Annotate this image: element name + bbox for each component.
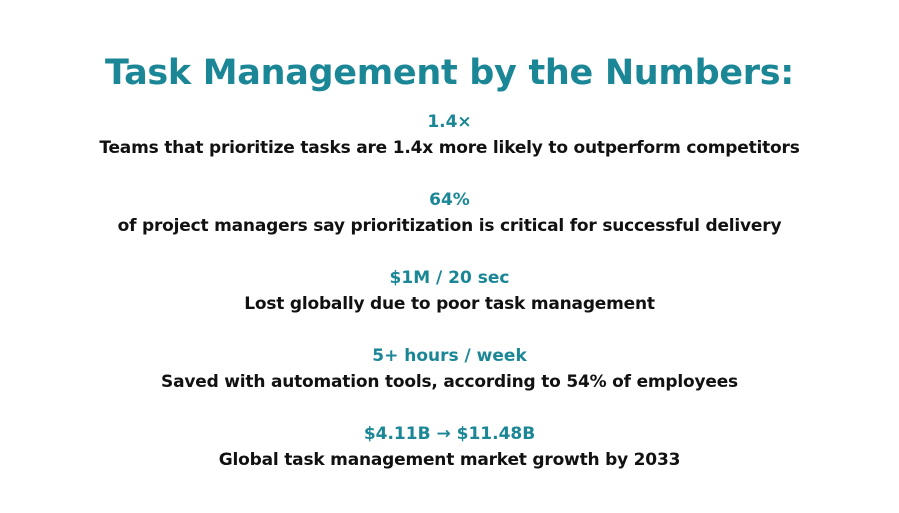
stats-list: 1.4× Teams that prioritize tasks are 1.4… [0, 109, 899, 499]
stat-item: $1M / 20 sec Lost globally due to poor t… [0, 265, 899, 343]
stat-value: 5+ hours / week [372, 346, 527, 366]
stat-description: Saved with automation tools, according t… [161, 372, 738, 392]
stat-value: 1.4× [427, 112, 472, 132]
page-title: Task Management by the Numbers: [105, 53, 794, 94]
stat-item: 64% of project managers say prioritizati… [0, 187, 899, 265]
stat-value: $4.11B → $11.48B [363, 424, 536, 444]
stat-description: of project managers say prioritization i… [117, 216, 782, 236]
stat-item: 1.4× Teams that prioritize tasks are 1.4… [0, 109, 899, 187]
stat-item: 5+ hours / week Saved with automation to… [0, 343, 899, 421]
stat-value: 64% [429, 190, 470, 210]
stat-description: Lost globally due to poor task managemen… [244, 294, 655, 314]
stat-description: Teams that prioritize tasks are 1.4x mor… [99, 138, 800, 158]
stat-description: Global task management market growth by … [218, 450, 681, 470]
stat-item: $4.11B → $11.48B Global task management … [0, 421, 899, 499]
stat-value: $1M / 20 sec [389, 268, 510, 288]
